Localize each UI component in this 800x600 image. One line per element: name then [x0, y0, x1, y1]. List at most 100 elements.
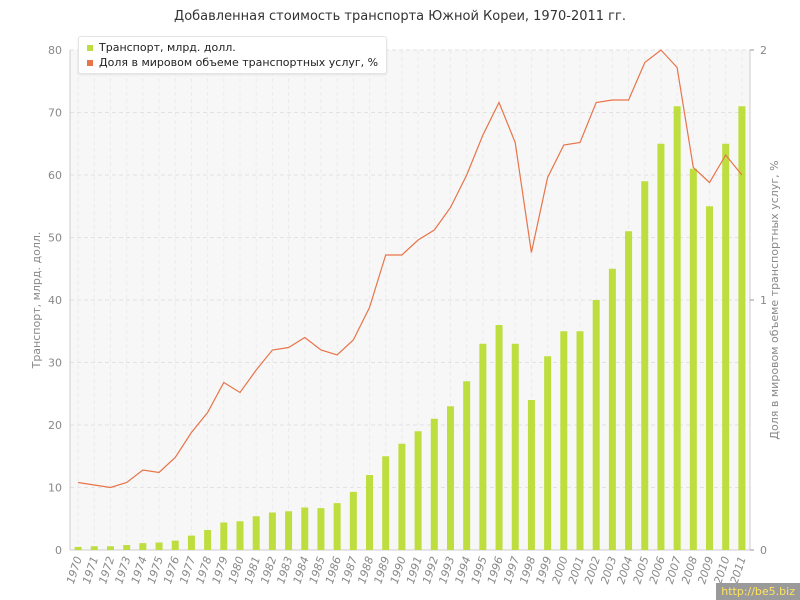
line-point[interactable] — [368, 306, 371, 309]
bar[interactable] — [479, 343, 487, 550]
line-point[interactable] — [740, 174, 743, 177]
bar[interactable] — [544, 356, 552, 550]
bar[interactable] — [511, 343, 519, 550]
bar[interactable] — [171, 540, 179, 550]
line-point[interactable] — [239, 391, 242, 394]
line-point[interactable] — [692, 166, 695, 169]
bar[interactable] — [576, 331, 584, 550]
y-tick-label-right: 1 — [760, 294, 767, 307]
bar[interactable] — [236, 521, 244, 550]
legend-item-line[interactable]: Доля в мировом объеме транспортных услуг… — [87, 55, 378, 70]
bar[interactable] — [123, 545, 131, 550]
legend: Транспорт, млрд. долл. Доля в мировом об… — [78, 36, 388, 74]
bar[interactable] — [430, 418, 438, 550]
line-point[interactable] — [336, 354, 339, 357]
line-point[interactable] — [659, 49, 662, 52]
line-point[interactable] — [530, 251, 533, 254]
y-tick-label-left: 50 — [48, 232, 62, 245]
line-point[interactable] — [319, 349, 322, 352]
bar[interactable] — [560, 331, 568, 550]
bar[interactable] — [657, 143, 665, 550]
line-point[interactable] — [77, 481, 80, 484]
line-point[interactable] — [676, 66, 679, 69]
line-point[interactable] — [271, 349, 274, 352]
bar[interactable] — [204, 530, 212, 550]
line-point[interactable] — [352, 339, 355, 342]
line-point[interactable] — [498, 101, 501, 104]
line-point[interactable] — [643, 61, 646, 64]
bar[interactable] — [252, 516, 260, 550]
line-point[interactable] — [724, 154, 727, 157]
bar[interactable] — [317, 508, 325, 550]
bar[interactable] — [366, 475, 374, 550]
line-point[interactable] — [627, 99, 630, 102]
bar[interactable] — [722, 143, 730, 550]
line-point[interactable] — [190, 431, 193, 434]
line-point[interactable] — [303, 336, 306, 339]
bar[interactable] — [382, 456, 390, 550]
bar[interactable] — [155, 542, 163, 551]
bar[interactable] — [301, 507, 309, 551]
line-point[interactable] — [93, 484, 96, 487]
bar[interactable] — [285, 511, 293, 550]
watermark[interactable]: http://be5.biz — [716, 583, 800, 600]
y-tick-label-right: 2 — [760, 44, 767, 57]
bar[interactable] — [187, 535, 195, 550]
bar[interactable] — [608, 268, 616, 550]
line-point[interactable] — [708, 181, 711, 184]
legend-item-bar[interactable]: Транспорт, млрд. долл. — [87, 40, 378, 55]
bar[interactable] — [414, 431, 422, 550]
bar[interactable] — [106, 546, 114, 550]
bar[interactable] — [625, 231, 633, 550]
line-point[interactable] — [481, 134, 484, 137]
bar[interactable] — [90, 546, 98, 550]
bar[interactable] — [706, 206, 714, 550]
line-point[interactable] — [465, 174, 468, 177]
bar[interactable] — [333, 503, 341, 550]
line-series[interactable] — [78, 49, 743, 489]
bar[interactable] — [527, 400, 535, 550]
bar[interactable] — [673, 106, 681, 550]
line-point[interactable] — [611, 99, 614, 102]
bar[interactable] — [738, 106, 746, 550]
line-point[interactable] — [174, 456, 177, 459]
bar[interactable] — [74, 546, 82, 550]
line-point[interactable] — [384, 254, 387, 257]
bar[interactable] — [349, 491, 357, 550]
y-tick-label-left: 70 — [48, 107, 62, 120]
line-point[interactable] — [400, 254, 403, 257]
line-point[interactable] — [579, 141, 582, 144]
line-point[interactable] — [287, 346, 290, 349]
bar[interactable] — [689, 168, 697, 550]
bar[interactable] — [641, 181, 649, 550]
line-point[interactable] — [125, 481, 128, 484]
bar[interactable] — [268, 512, 276, 551]
line-point[interactable] — [141, 469, 144, 472]
line-point[interactable] — [417, 239, 420, 242]
line-point[interactable] — [562, 144, 565, 147]
line-point[interactable] — [514, 141, 517, 144]
bar[interactable] — [139, 543, 147, 550]
bar[interactable] — [495, 325, 503, 550]
line-point[interactable] — [158, 471, 161, 474]
line-point[interactable] — [255, 369, 258, 372]
legend-swatch-line — [87, 59, 93, 66]
line-point[interactable] — [109, 486, 112, 489]
line-point[interactable] — [449, 206, 452, 209]
legend-label-bar: Транспорт, млрд. долл. — [99, 41, 236, 54]
y-tick-label-left: 0 — [55, 544, 62, 557]
bar[interactable] — [398, 443, 406, 550]
bar[interactable] — [592, 300, 600, 550]
bar[interactable] — [463, 381, 471, 550]
legend-swatch-bar — [87, 44, 93, 51]
line-point[interactable] — [595, 101, 598, 104]
line-point[interactable] — [222, 381, 225, 384]
bar[interactable] — [446, 406, 454, 550]
y-tick-label-left: 10 — [48, 482, 62, 495]
line-point[interactable] — [206, 411, 209, 414]
line-point[interactable] — [546, 176, 549, 179]
line-point[interactable] — [433, 229, 436, 232]
bar[interactable] — [220, 522, 228, 551]
y-axis-title-left: Транспорт, млрд. долл. — [30, 232, 43, 370]
